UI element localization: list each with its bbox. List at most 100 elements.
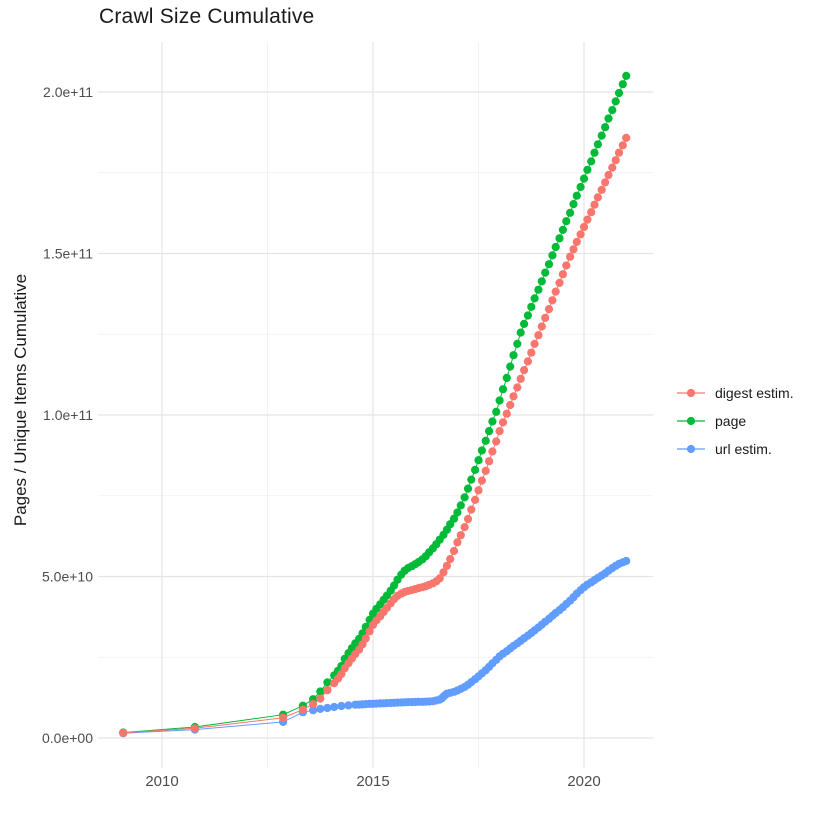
legend-item: url estim.: [676, 435, 794, 463]
data-point-digest-estim: [481, 466, 490, 475]
data-point-page: [463, 484, 473, 493]
data-point-digest-estim: [509, 392, 518, 401]
legend-key-icon: [677, 388, 705, 398]
data-point-page: [622, 71, 631, 80]
data-point-digest-estim: [569, 245, 578, 254]
data-point-digest-estim: [614, 148, 624, 157]
data-point-page: [527, 302, 536, 311]
data-point-digest-estim: [534, 331, 543, 340]
data-point-digest-estim: [361, 634, 370, 643]
data-point-page: [608, 106, 617, 115]
data-point-digest-estim: [558, 270, 568, 279]
data-point-digest-estim: [442, 561, 451, 570]
data-point-page: [513, 339, 522, 348]
data-point-digest-estim: [537, 322, 546, 331]
data-point-page: [488, 417, 497, 426]
data-point-page: [562, 217, 571, 226]
data-point-digest-estim: [119, 728, 128, 737]
data-point-page: [537, 277, 546, 286]
data-point-page: [551, 242, 560, 252]
data-point-digest-estim: [590, 200, 599, 209]
data-point-page: [544, 260, 554, 269]
data-point-digest-estim: [456, 531, 465, 540]
data-point-digest-estim: [463, 514, 473, 524]
legend: digest estim. page url estim.: [676, 379, 794, 463]
data-point-page: [583, 165, 592, 174]
data-point-digest-estim: [492, 437, 501, 446]
data-point-page: [453, 508, 462, 517]
x-tick-label: 2015: [356, 773, 389, 790]
chart-title: Crawl Size Cumulative: [99, 5, 315, 28]
data-point-page: [611, 97, 620, 106]
data-point-digest-estim: [562, 261, 571, 270]
data-point-digest-estim: [523, 357, 533, 366]
data-point-digest-estim: [498, 418, 508, 427]
legend-label: page: [715, 413, 747, 429]
data-point-digest-estim: [593, 193, 603, 202]
data-point-digest-estim: [618, 141, 627, 150]
data-point-page: [555, 234, 564, 243]
data-point-digest-estim: [309, 700, 318, 709]
y-axis-title: Pages / Unique Items Cumulative: [11, 273, 30, 527]
data-point-digest-estim: [601, 178, 610, 187]
data-point-digest-estim: [548, 296, 557, 305]
data-point-digest-estim: [516, 374, 525, 383]
data-point-digest-estim: [555, 278, 564, 287]
data-point-digest-estim: [551, 287, 560, 296]
series-url-estim: [119, 556, 631, 738]
data-point-digest-estim: [566, 252, 575, 261]
data-point-url-estim: [622, 556, 631, 566]
data-point-page: [495, 396, 504, 405]
data-point-digest-estim: [460, 523, 469, 532]
data-point-page: [566, 208, 575, 217]
data-point-page: [601, 123, 610, 132]
data-point-digest-estim: [576, 230, 585, 239]
data-point-digest-estim: [587, 208, 596, 217]
legend-item: page: [676, 407, 794, 435]
data-point-digest-estim: [572, 237, 581, 246]
data-point-page: [558, 225, 568, 234]
data-point-digest-estim: [579, 222, 589, 232]
data-point-digest-estim: [597, 185, 606, 194]
data-point-digest-estim: [365, 627, 374, 636]
data-point-page: [485, 427, 494, 436]
data-point-page: [477, 446, 486, 455]
data-point-url-estim: [337, 701, 346, 711]
data-point-digest-estim: [467, 505, 476, 514]
data-point-url-estim: [344, 701, 353, 710]
data-point-page: [593, 140, 603, 149]
data-point-digest-estim: [316, 694, 325, 703]
data-point-page: [516, 328, 525, 337]
data-point-page: [323, 678, 332, 687]
y-tick-label: 5.0e+10: [42, 569, 93, 585]
data-point-page: [474, 456, 483, 465]
data-point-page: [492, 407, 501, 416]
series-digest-estim: [119, 133, 631, 737]
data-point-digest-estim: [495, 427, 504, 436]
y-tick-label: 1.0e+11: [43, 407, 93, 423]
data-point-digest-estim: [474, 486, 483, 495]
data-point-page: [509, 351, 518, 360]
legend-key-icon: [677, 444, 705, 454]
data-point-page: [530, 294, 539, 303]
data-point-page: [520, 319, 529, 328]
data-point-url-estim: [316, 704, 325, 714]
data-point-digest-estim: [488, 447, 497, 456]
data-point-page: [506, 362, 515, 371]
data-point-page: [534, 285, 543, 294]
data-point-page: [460, 493, 469, 502]
data-point-digest-estim: [622, 133, 631, 142]
data-point-digest-estim: [604, 170, 613, 180]
gridlines-minor: [98, 42, 653, 768]
data-point-page: [449, 514, 459, 523]
data-point-page: [579, 174, 589, 183]
data-point-digest-estim: [435, 574, 444, 583]
data-point-digest-estim: [527, 348, 536, 357]
data-point-page: [467, 475, 476, 484]
data-point-page: [316, 687, 325, 696]
data-point-page: [481, 436, 490, 445]
data-point-digest-estim: [502, 409, 511, 418]
data-point-digest-estim: [323, 686, 332, 695]
data-point-digest-estim: [477, 476, 486, 485]
